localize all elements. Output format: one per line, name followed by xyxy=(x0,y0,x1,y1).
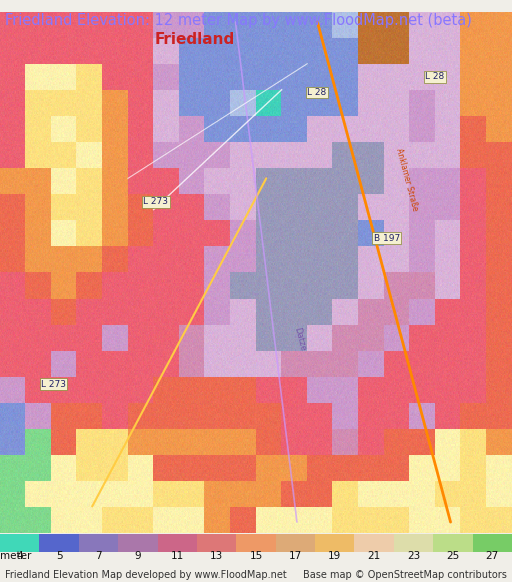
Text: Friedland Elevation Map developed by www.FloodMap.net: Friedland Elevation Map developed by www… xyxy=(5,570,287,580)
Text: L 273: L 273 xyxy=(143,197,168,207)
Bar xyxy=(433,534,473,552)
Bar xyxy=(473,534,512,552)
Text: 13: 13 xyxy=(210,551,223,561)
Bar xyxy=(118,534,158,552)
Text: 11: 11 xyxy=(170,551,184,561)
Text: Anklamer Straße: Anklamer Straße xyxy=(394,147,420,212)
Text: Base map © OpenStreetMap contributors: Base map © OpenStreetMap contributors xyxy=(303,570,507,580)
Text: Friedland: Friedland xyxy=(155,33,234,48)
Bar xyxy=(158,534,197,552)
Bar xyxy=(315,534,354,552)
Bar xyxy=(39,534,79,552)
Bar xyxy=(237,534,275,552)
Text: Friedland Elevation: 12 meter Map by www.FloodMap.net (beta): Friedland Elevation: 12 meter Map by www… xyxy=(5,13,472,28)
Bar xyxy=(0,534,39,552)
Text: L 273: L 273 xyxy=(41,379,66,389)
Bar xyxy=(354,534,394,552)
Text: 27: 27 xyxy=(486,551,499,561)
Bar xyxy=(394,534,433,552)
Text: B 197: B 197 xyxy=(374,234,400,243)
Text: 7: 7 xyxy=(95,551,102,561)
Bar xyxy=(197,534,237,552)
Text: 9: 9 xyxy=(135,551,141,561)
Text: L 28: L 28 xyxy=(425,72,444,81)
Text: 19: 19 xyxy=(328,551,342,561)
Text: meter: meter xyxy=(0,551,31,561)
Text: 25: 25 xyxy=(446,551,460,561)
Text: 23: 23 xyxy=(407,551,420,561)
Text: 5: 5 xyxy=(56,551,62,561)
Text: 17: 17 xyxy=(289,551,302,561)
Text: L 28: L 28 xyxy=(307,88,327,97)
Bar xyxy=(79,534,118,552)
Text: 4: 4 xyxy=(16,551,23,561)
Text: 15: 15 xyxy=(249,551,263,561)
Text: 21: 21 xyxy=(368,551,381,561)
Bar xyxy=(275,534,315,552)
Text: Datze: Datze xyxy=(292,327,307,352)
